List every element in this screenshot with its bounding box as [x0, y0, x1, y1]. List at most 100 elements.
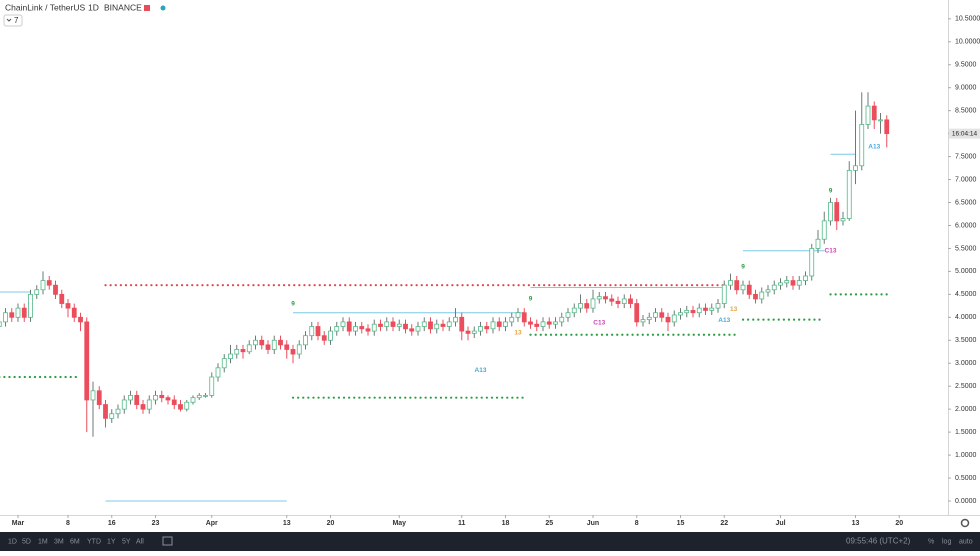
candle-body [584, 303, 590, 309]
candle-body [396, 323, 402, 327]
candle-body [65, 303, 71, 309]
scale-option[interactable]: % [928, 538, 934, 545]
x-tick-label: 15 [677, 520, 685, 527]
candle-body [265, 344, 271, 350]
candle-body [96, 390, 102, 405]
indicator-annotation: 13 [730, 306, 738, 313]
candle-body [365, 328, 371, 332]
candle-body [259, 339, 265, 346]
exchange[interactable]: BINANCE [104, 2, 142, 12]
x-tick-label: Jul [775, 520, 785, 527]
candle-body [734, 280, 740, 291]
candle-body [553, 321, 558, 325]
header: ChainLink / TetherUS 1D BINANCE 7 [3, 2, 166, 27]
candle-body [190, 397, 196, 403]
y-tick-label: 9.0000 [955, 85, 977, 92]
range-button[interactable]: 5D [22, 538, 31, 545]
y-tick-label: 0.5000 [955, 475, 977, 482]
candle-body [465, 330, 471, 334]
candle-body [140, 404, 146, 410]
candle-body [290, 349, 296, 355]
range-button[interactable]: 1D [8, 538, 17, 545]
price-label-box [949, 128, 980, 139]
range-button[interactable]: 3M [54, 538, 64, 545]
candle-body [321, 335, 327, 341]
candle-body [209, 376, 215, 396]
candle-body [378, 323, 383, 327]
date-range-icon[interactable] [162, 536, 173, 546]
x-tick-label: Apr [206, 520, 218, 527]
scale-option[interactable]: auto [959, 538, 973, 545]
candle-body [284, 344, 290, 350]
range-button[interactable]: YTD [87, 538, 101, 545]
candle-body [59, 293, 65, 304]
candle-body [521, 312, 527, 323]
x-tick-label: 8 [66, 520, 70, 527]
candle-body [846, 169, 852, 219]
candle-body [659, 312, 665, 318]
x-tick-label: 11 [458, 520, 466, 527]
candle-body [153, 394, 158, 401]
candle-body [765, 289, 771, 293]
y-tick-label: 10.5000 [955, 16, 980, 23]
scale-option[interactable]: log [942, 538, 951, 545]
candle-body [871, 105, 877, 121]
y-tick-label: 4.0000 [955, 314, 977, 321]
indicator-annotation: A13 [475, 367, 487, 374]
y-tick-label: 10.0000 [955, 39, 980, 46]
candle-body [853, 165, 858, 171]
indicator-annotation: C13 [593, 320, 605, 327]
range-button[interactable]: All [136, 538, 144, 545]
candle-body [109, 413, 115, 419]
x-tick-label: 13 [852, 520, 860, 527]
interval[interactable]: 1D [88, 2, 99, 12]
candle-body [803, 275, 808, 281]
range-button[interactable]: 5Y [122, 538, 131, 545]
candle-body [28, 293, 33, 318]
candle-body [715, 303, 721, 309]
candle-body [171, 399, 177, 405]
candle-body [509, 316, 515, 323]
y-tick-label: 4.5000 [955, 291, 977, 298]
candle-body [196, 394, 202, 399]
candle-body [15, 307, 21, 318]
candle-body [203, 394, 208, 397]
candle-body [628, 298, 633, 304]
candle-body [540, 321, 546, 327]
candle-body [534, 323, 540, 327]
x-tick-label: 20 [895, 520, 903, 527]
candle-body [21, 307, 27, 318]
candle-body [821, 220, 827, 240]
indicators-toggle[interactable] [3, 14, 23, 27]
candle-body [790, 280, 796, 286]
y-tick-label: 7.0000 [955, 176, 977, 183]
candle-body [578, 303, 583, 309]
range-button[interactable]: 1Y [107, 538, 116, 545]
candle-body [271, 339, 277, 350]
candle-body [221, 358, 227, 369]
y-tick-label: 9.5000 [955, 62, 977, 69]
x-tick-label: May [392, 520, 406, 527]
indicator-annotation: 9 [529, 296, 533, 303]
candle-body [571, 307, 577, 314]
y-tick-label: 2.5000 [955, 383, 977, 390]
range-button[interactable]: 1M [38, 538, 48, 545]
candle-body [359, 326, 365, 330]
settings-icon[interactable] [960, 518, 970, 528]
range-button[interactable]: 6M [70, 538, 80, 545]
candle-body [778, 282, 783, 286]
indicator-annotation: C13 [825, 247, 837, 254]
symbol[interactable]: ChainLink / TetherUS [5, 2, 85, 12]
candle-body [159, 394, 165, 399]
candle-body [721, 284, 727, 304]
candle-body [146, 399, 152, 410]
candle-body [709, 307, 715, 311]
candle-body [403, 323, 408, 330]
y-tick-label: 1.5000 [955, 429, 977, 436]
candle-body [459, 316, 465, 332]
candle-body [640, 319, 646, 323]
candle-body [753, 293, 758, 300]
candle-body [840, 218, 846, 222]
clock: 09:55:46 (UTC+2) [846, 537, 911, 546]
indicator-annotation: A13 [718, 317, 730, 324]
